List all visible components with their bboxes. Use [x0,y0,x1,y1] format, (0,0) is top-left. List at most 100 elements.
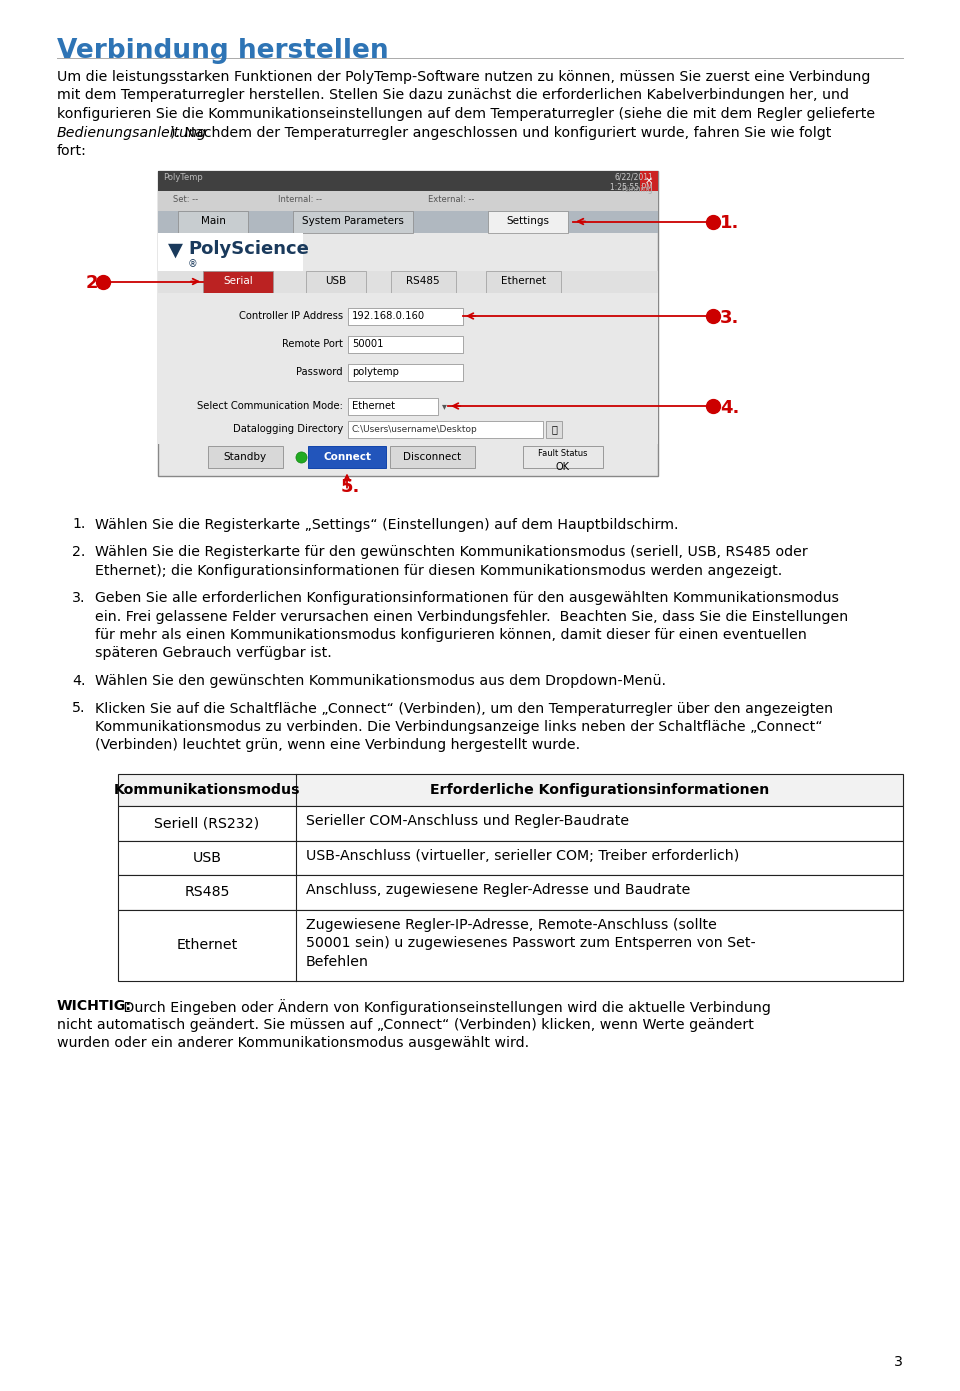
Text: Um die leistungsstarken Funktionen der PolyTemp-Software nutzen zu können, müsse: Um die leistungsstarken Funktionen der P… [57,70,871,83]
Text: späteren Gebrauch verfügbar ist.: späteren Gebrauch verfügbar ist. [95,647,332,661]
Text: (Verbinden) leuchtet grün, wenn eine Verbindung hergestellt wurde.: (Verbinden) leuchtet grün, wenn eine Ver… [95,739,580,753]
Text: 192.168.0.160: 192.168.0.160 [352,312,425,321]
Bar [208,445,283,467]
Text: Remote Port: Remote Port [282,339,343,349]
Text: polytemp: polytemp [352,367,398,377]
Text: ®: ® [188,260,198,270]
Text: Internal: --: Internal: -- [278,196,322,204]
Text: C:\Users\username\Desktop: C:\Users\username\Desktop [352,424,478,434]
Text: Ethernet: Ethernet [352,401,395,410]
Text: Main: Main [201,217,226,227]
Bar [203,270,273,292]
Text: 1.: 1. [72,517,85,531]
Text: 📁: 📁 [551,424,557,434]
Text: USB: USB [325,277,347,287]
Bar [391,270,456,292]
Bar [118,840,903,875]
Text: WICHTIG:: WICHTIG: [57,999,132,1013]
Text: Settings: Settings [507,217,549,227]
Text: 5.: 5. [72,701,85,715]
Bar [348,335,463,352]
Bar [118,910,903,981]
Text: Serieller COM-Anschluss und Regler-Baudrate: Serieller COM-Anschluss und Regler-Baudr… [306,814,629,828]
Bar [523,445,603,467]
Text: Serial: Serial [223,277,252,287]
Text: External: --: External: -- [428,196,474,204]
Text: Disconnect: Disconnect [403,452,461,462]
Bar [640,171,658,191]
Text: ▼: ▼ [168,241,183,260]
Text: 50001 sein) u zugewiesenes Passwort zum Entsperren von Set-: 50001 sein) u zugewiesenes Passwort zum … [306,936,756,950]
Text: ). Nachdem der Temperaturregler angeschlossen und konfiguriert wurde, fahren Sie: ). Nachdem der Temperaturregler angeschl… [170,125,831,139]
Bar [390,445,475,467]
Bar [158,191,658,210]
Text: Wählen Sie die Registerkarte „Settings“ (Einstellungen) auf dem Hauptbildschirm.: Wählen Sie die Registerkarte „Settings“ … [95,517,679,531]
Text: 50001: 50001 [352,339,383,349]
Text: Seriell (RS232): Seriell (RS232) [155,817,259,830]
Text: 5.: 5. [341,477,360,495]
Text: Kommunikationsmodus zu verbinden. Die Verbindungsanzeige links neben der Schaltf: Kommunikationsmodus zu verbinden. Die Ve… [95,721,823,734]
Bar [118,773,903,805]
Text: fort:: fort: [57,145,86,159]
Text: Geben Sie alle erforderlichen Konfigurationsinformationen für den ausgewählten K: Geben Sie alle erforderlichen Konfigurat… [95,591,839,605]
Bar [158,232,303,270]
Text: Kommunikationsmodus: Kommunikationsmodus [113,783,300,797]
Text: USB: USB [193,851,222,865]
Text: Ethernet: Ethernet [177,939,238,953]
Bar [158,210,658,232]
Text: Ethernet); die Konfigurationsinformationen für diesen Kommunikationsmodus werden: Ethernet); die Konfigurationsinformation… [95,563,782,577]
Bar [486,270,561,292]
Text: nicht automatisch geändert. Sie müssen auf „Connect“ (Verbinden) klicken, wenn W: nicht automatisch geändert. Sie müssen a… [57,1017,754,1032]
Text: ✕: ✕ [645,175,653,185]
Text: Controller IP Address: Controller IP Address [239,312,343,321]
Text: Klicken Sie auf die Schaltfläche „Connect“ (Verbinden), um den Temperaturregler : Klicken Sie auf die Schaltfläche „Connec… [95,701,833,715]
Text: 4.: 4. [72,675,85,689]
Text: PolyTemp: PolyTemp [163,172,203,181]
Text: 6/22/2011
1:25:55 PM: 6/22/2011 1:25:55 PM [611,172,653,192]
Text: Anschluss, zugewiesene Regler-Adresse und Baudrate: Anschluss, zugewiesene Regler-Adresse un… [306,883,690,897]
Bar [306,270,366,292]
Bar [488,210,568,232]
Bar [118,875,903,910]
Bar [293,210,413,232]
Bar [308,445,386,467]
Bar [546,420,562,438]
Text: Ethernet: Ethernet [500,277,545,287]
Text: Wählen Sie die Registerkarte für den gewünschten Kommunikationsmodus (seriell, U: Wählen Sie die Registerkarte für den gew… [95,545,807,559]
Text: Verbindung herstellen: Verbindung herstellen [57,38,389,64]
Bar [178,210,248,232]
Bar [348,398,438,415]
Text: Running: Running [621,185,653,195]
Text: 2.: 2. [86,274,106,292]
Bar [158,292,658,444]
Text: 2.: 2. [72,545,85,559]
Text: 4.: 4. [720,399,739,417]
Text: Select Communication Mode:: Select Communication Mode: [197,401,343,410]
Text: System Parameters: System Parameters [302,217,404,227]
Text: USB-Anschluss (virtueller, serieller COM; Treiber erforderlich): USB-Anschluss (virtueller, serieller COM… [306,849,739,862]
Bar [348,420,543,438]
Bar [158,171,658,476]
Bar [118,805,903,840]
Text: Datalogging Directory: Datalogging Directory [232,424,343,434]
Text: Erforderliche Konfigurationsinformationen: Erforderliche Konfigurationsinformatione… [430,783,769,797]
Text: Befehlen: Befehlen [306,954,369,968]
Text: 3.: 3. [720,309,739,327]
Text: OK: OK [556,462,570,472]
Text: Wählen Sie den gewünschten Kommunikationsmodus aus dem Dropdown-Menü.: Wählen Sie den gewünschten Kommunikation… [95,675,666,689]
Text: Standby: Standby [224,452,267,462]
Bar [158,270,658,292]
Bar [348,363,463,381]
Text: ▾: ▾ [442,401,446,410]
Text: Fault Status: Fault Status [539,449,588,458]
Bar [348,307,463,324]
Text: Durch Eingeben oder Ändern von Konfigurationseinstellungen wird die aktuelle Ver: Durch Eingeben oder Ändern von Konfigura… [119,999,771,1015]
Text: wurden oder ein anderer Kommunikationsmodus ausgewählt wird.: wurden oder ein anderer Kommunikationsmo… [57,1036,529,1050]
Text: konfigurieren Sie die Kommunikationseinstellungen auf dem Temperaturregler (sieh: konfigurieren Sie die Kommunikationseins… [57,107,876,121]
Bar [158,171,658,191]
Text: PolyScience: PolyScience [188,241,309,259]
Text: 1.: 1. [720,214,739,232]
Text: 3: 3 [894,1355,903,1369]
Text: mit dem Temperaturregler herstellen. Stellen Sie dazu zunächst die erforderliche: mit dem Temperaturregler herstellen. Ste… [57,89,849,103]
Text: Zugewiesene Regler-IP-Adresse, Remote-Anschluss (sollte: Zugewiesene Regler-IP-Adresse, Remote-An… [306,918,717,932]
